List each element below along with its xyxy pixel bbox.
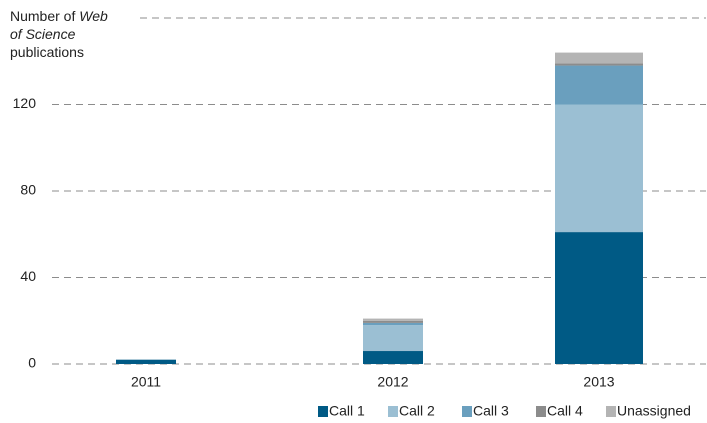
bar-segment bbox=[363, 322, 423, 326]
legend-label: Unassigned bbox=[617, 403, 691, 419]
bar-segment bbox=[363, 325, 423, 352]
y-tick-label: 80 bbox=[20, 182, 36, 198]
y-axis-label: Number of Web bbox=[10, 8, 108, 24]
bar-segment bbox=[116, 359, 176, 364]
bar-segment bbox=[555, 63, 643, 66]
y-tick-label: 120 bbox=[13, 95, 37, 111]
y-axis-label-part: of Science bbox=[10, 26, 76, 42]
legend-label: Call 4 bbox=[547, 403, 583, 419]
legend-swatch bbox=[388, 406, 398, 417]
bar-segment bbox=[363, 318, 423, 321]
bar-segment bbox=[363, 351, 423, 364]
x-tick-label: 2012 bbox=[377, 374, 408, 390]
legend-swatch bbox=[606, 406, 616, 417]
bar-segment bbox=[363, 320, 423, 323]
legend-swatch bbox=[536, 406, 546, 417]
y-tick-label: 40 bbox=[20, 268, 36, 284]
legend-swatch bbox=[318, 406, 328, 417]
x-tick-label: 2013 bbox=[583, 374, 614, 390]
legend-label: Call 3 bbox=[473, 403, 509, 419]
legend-label: Call 2 bbox=[399, 403, 435, 419]
y-axis-label-part: Number of bbox=[10, 8, 79, 24]
x-tick-label: 2011 bbox=[131, 374, 161, 390]
y-axis-label: publications bbox=[10, 44, 84, 60]
bar-segment bbox=[555, 104, 643, 233]
legend-swatch bbox=[462, 406, 472, 417]
y-axis-label: of Science bbox=[10, 26, 76, 42]
bar-segment bbox=[555, 232, 643, 364]
legend-label: Call 1 bbox=[329, 403, 365, 419]
y-tick-label: 0 bbox=[28, 355, 36, 371]
y-axis-label-part: publications bbox=[10, 44, 84, 60]
bar-segment bbox=[555, 65, 643, 105]
bar-segment bbox=[555, 52, 643, 64]
y-axis-label-part: Web bbox=[79, 8, 108, 24]
